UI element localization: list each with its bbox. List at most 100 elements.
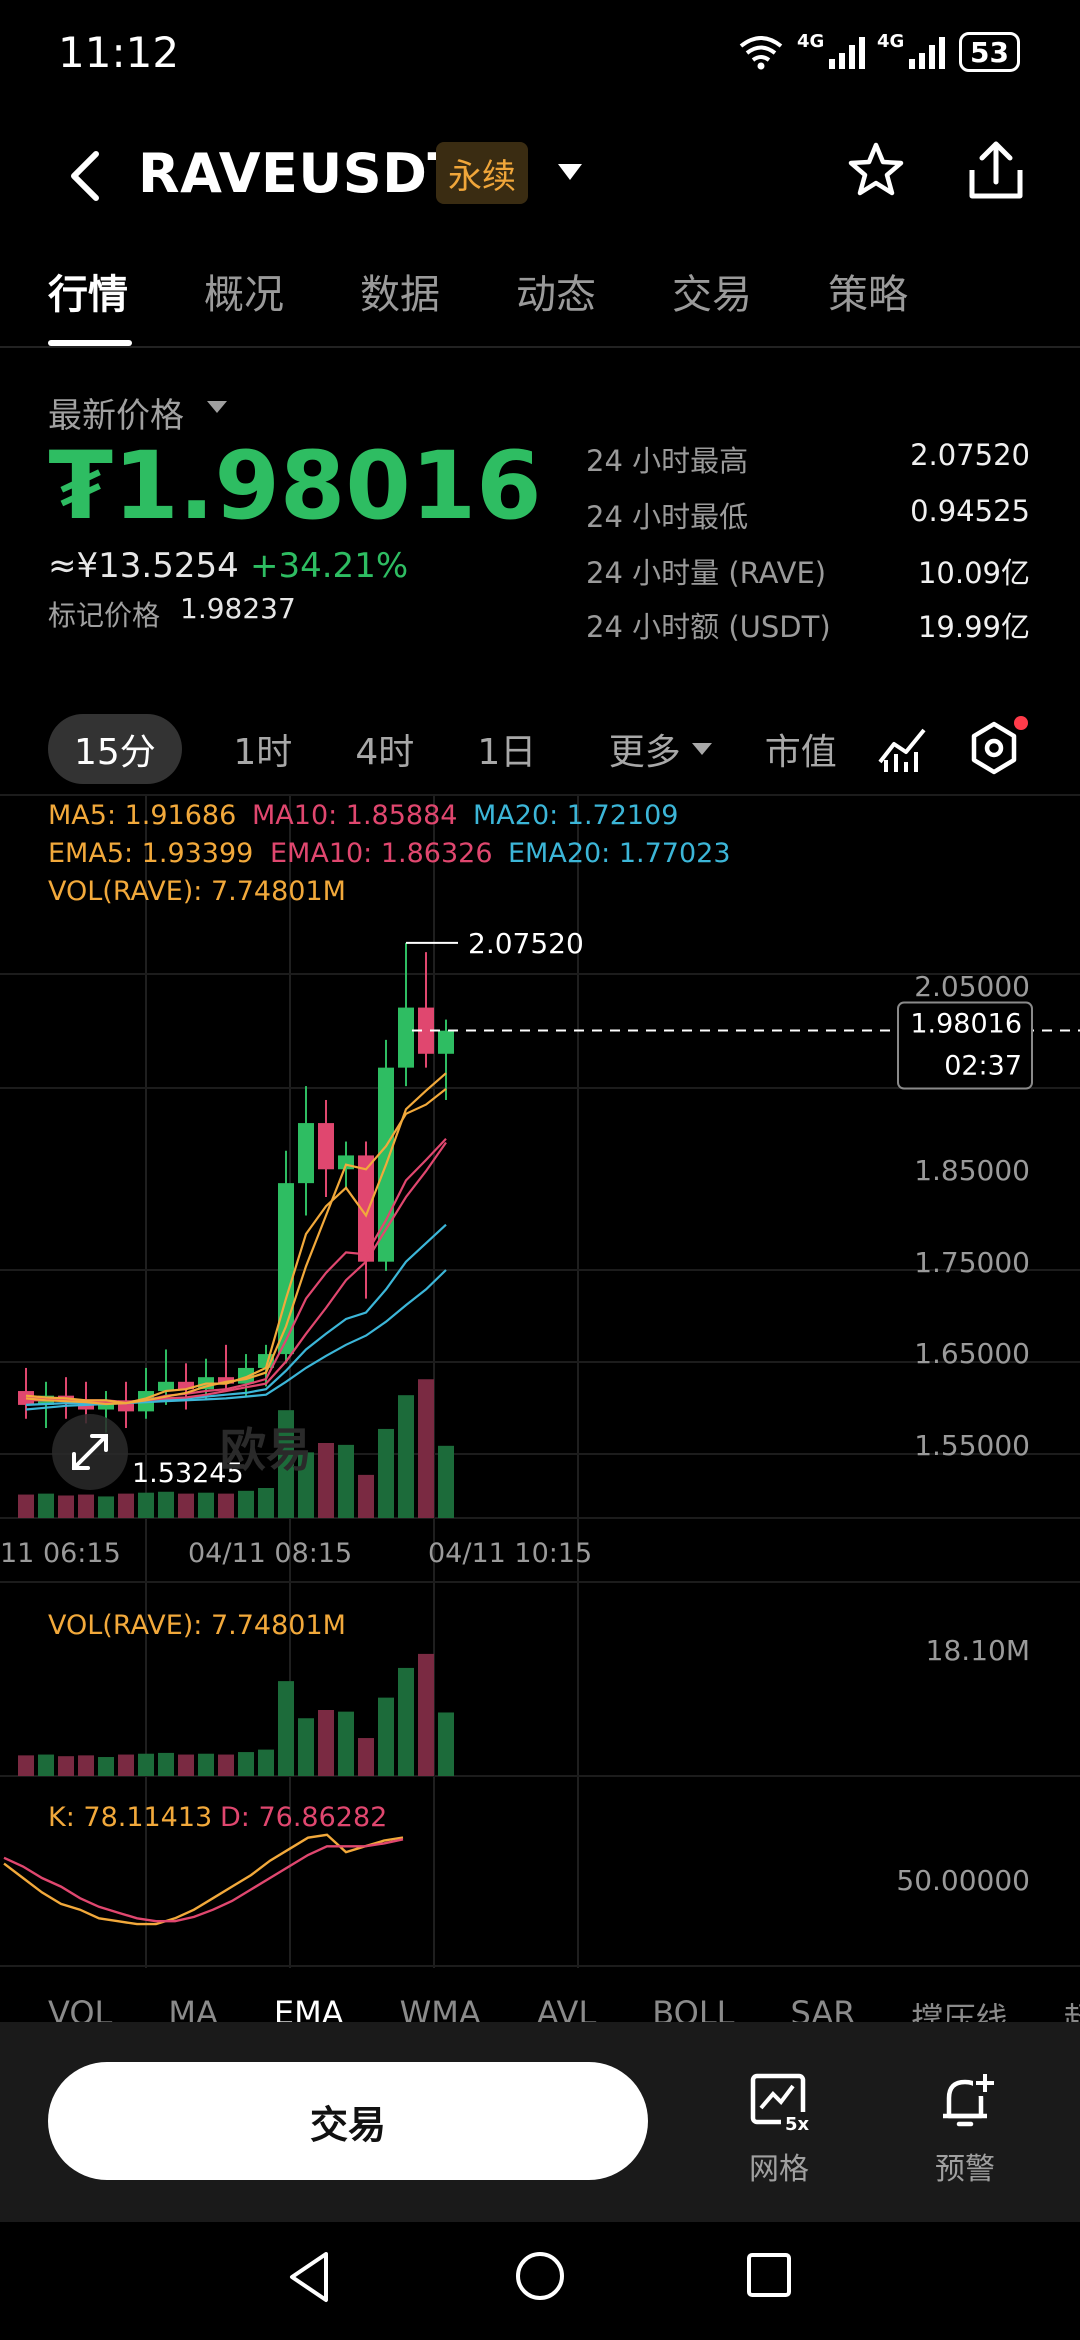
volume-bar (238, 1490, 254, 1518)
volume-bar (118, 1493, 134, 1518)
stat-24h-high: 24 小时最高 2.07520 (586, 438, 1030, 478)
volume-bar (378, 1428, 394, 1518)
signal-icon-1: 4G (797, 31, 866, 69)
tab-news[interactable]: 动态 (516, 272, 596, 318)
tab-strategy[interactable]: 策略 (828, 272, 908, 318)
bell-plus-icon (943, 2072, 997, 2127)
interval-bar: 15分 1时 4时 1日 更多 市值 (48, 712, 1048, 786)
chart-type-icon[interactable] (876, 722, 928, 774)
volume-bar (158, 1752, 174, 1776)
volume-bar (78, 1755, 94, 1776)
grid-5x-icon: 5x (750, 2073, 811, 2135)
home-nav-icon[interactable] (514, 2250, 566, 2302)
volume-bar (438, 1712, 454, 1776)
volume-bar (58, 1495, 74, 1518)
volume-bar (358, 1474, 374, 1518)
volume-bar (118, 1754, 134, 1776)
volume-bar (218, 1754, 234, 1776)
interval-15m[interactable]: 15分 (48, 714, 182, 784)
recents-nav-icon[interactable] (746, 2252, 792, 2298)
x-tick-label: 11 06:15 (0, 1538, 121, 1569)
trade-button[interactable]: 交易 (48, 2062, 648, 2180)
status-time: 11:12 (58, 28, 180, 77)
latest-price-label[interactable]: 最新价格 (48, 396, 184, 436)
volume-bar (318, 1443, 334, 1518)
divider (0, 346, 1080, 348)
legend-ma5: MA5: 1.91686 (48, 800, 236, 831)
signal-icon-2: 4G (877, 31, 946, 69)
mark-price-label: 标记价格 (48, 599, 161, 632)
main-tabs: 行情 概况 数据 动态 交易 策略 (48, 262, 984, 334)
symbol-title[interactable]: RAVEUSDT (138, 142, 465, 205)
volume-bar (38, 1754, 54, 1776)
volume-bar (78, 1494, 94, 1518)
status-icons: 4G 4G 53 (737, 30, 1020, 74)
watermark: 欧易 (220, 1423, 312, 1477)
volume-bar (58, 1756, 74, 1776)
x-tick-label: 04/11 10:15 (428, 1538, 592, 1569)
volume-bar (338, 1444, 354, 1518)
grid-trading-button[interactable]: 5x 网格 (734, 2072, 824, 2188)
fullscreen-button[interactable] (52, 1414, 128, 1490)
candle-countdown: 02:37 (944, 1051, 1022, 1082)
chevron-down-icon[interactable] (556, 162, 584, 182)
battery-indicator: 53 (959, 32, 1020, 72)
y-tick-label: 1.75000 (914, 1246, 1030, 1279)
interval-4h[interactable]: 4时 (355, 732, 415, 773)
tab-overview[interactable]: 概况 (204, 272, 284, 318)
volume-bar (238, 1752, 254, 1776)
kdj-k-legend: K: 78.11413 (48, 1802, 212, 1833)
kdj-level-label: 50.00000 (896, 1864, 1030, 1897)
legend-ema5: EMA5: 1.93399 (48, 838, 253, 869)
volume-bar (418, 1379, 434, 1518)
volume-bar (278, 1681, 294, 1776)
stat-24h-turnover: 24 小时额 (USDT) 19.99亿 (586, 610, 1030, 644)
tab-trade[interactable]: 交易 (672, 272, 752, 318)
volume-bar (138, 1492, 154, 1518)
ma20-line (25, 1269, 447, 1411)
back-icon[interactable] (62, 148, 112, 204)
divider (0, 794, 1080, 796)
candle (118, 1400, 134, 1412)
candle (298, 1123, 314, 1184)
price-change-percent: +34.21% (250, 546, 409, 586)
notification-dot (1014, 716, 1028, 730)
high-marker-label: 2.07520 (468, 927, 584, 960)
volume-bar (38, 1493, 54, 1518)
volume-bar (418, 1653, 434, 1776)
candle (318, 1123, 334, 1170)
share-icon[interactable] (966, 138, 1026, 202)
volume-bar (138, 1753, 154, 1776)
kdj_d-line (3, 1838, 404, 1923)
tab-market[interactable]: 行情 (48, 272, 128, 318)
volume-bar (218, 1493, 234, 1518)
volume-bar (98, 1496, 114, 1518)
candlestick-chart[interactable]: MA5: 1.91686 MA10: 1.85884 MA20: 1.72109… (0, 796, 1080, 2016)
interval-1d[interactable]: 1日 (477, 732, 537, 773)
interval-more[interactable]: 更多 (586, 714, 736, 784)
volume-bar (338, 1711, 354, 1776)
ma5-line (25, 1088, 447, 1406)
candle (158, 1381, 174, 1392)
current-price-tag (897, 1001, 1033, 1090)
ma10-line (26, 1141, 447, 1404)
y-tick-label: 2.05000 (914, 970, 1030, 1003)
volume-bar (398, 1395, 414, 1518)
tab-data[interactable]: 数据 (360, 272, 440, 318)
caret-down-icon (691, 743, 712, 755)
volume-bar (18, 1755, 34, 1776)
grid-trading-label: 网格 (749, 2152, 809, 2187)
back-nav-icon[interactable] (286, 2250, 336, 2304)
price-alert-button[interactable]: 预警 (920, 2072, 1010, 2188)
market-cap-toggle[interactable]: 市值 (764, 732, 837, 773)
interval-1h[interactable]: 1时 (233, 732, 293, 773)
volume-pane-max: 18.10M (926, 1634, 1030, 1667)
low-marker-label: 1.53245 (132, 1458, 244, 1489)
x-tick-label: 04/11 08:15 (188, 1538, 352, 1569)
caret-down-icon[interactable] (206, 400, 228, 414)
star-icon[interactable] (846, 140, 906, 200)
cny-price: ≈¥13.5254 (48, 546, 239, 586)
settings-icon[interactable] (968, 720, 1020, 776)
volume-bar (98, 1757, 114, 1776)
y-tick-label: 1.55000 (914, 1429, 1030, 1462)
